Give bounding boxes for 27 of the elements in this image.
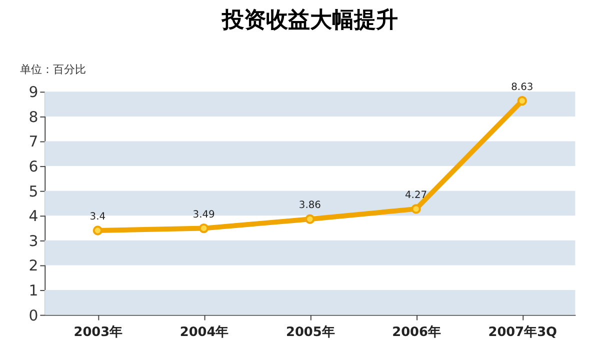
point — [411, 204, 421, 214]
y-tick-label: 9 — [28, 83, 38, 102]
x-tick-label: 2005年 — [286, 325, 335, 340]
x-tick-label: 2004年 — [180, 325, 229, 340]
y-tick-label: 3 — [28, 232, 38, 250]
chart-title: 投资收益大幅提升 — [220, 8, 398, 34]
y-tick-label: 7 — [28, 132, 38, 151]
data-label: 3.4 — [90, 212, 106, 223]
data-label: 3.86 — [298, 200, 321, 212]
point — [92, 226, 103, 236]
x-tick-label: 2006年 — [392, 325, 441, 340]
data-label: 8.63 — [511, 82, 534, 93]
data-label: 3.49 — [192, 209, 215, 220]
y-tick-label: 5 — [28, 182, 38, 200]
y-tick-label: 6 — [28, 158, 38, 176]
y-tick-label: 1 — [28, 281, 38, 300]
x-tick-label: 2007年3Q — [488, 325, 558, 340]
point — [517, 96, 527, 106]
point — [305, 214, 315, 224]
y-tick-label: 8 — [28, 108, 38, 126]
y-axis-title: 单位：百分比 — [20, 62, 86, 76]
point — [198, 223, 209, 234]
x-tick-label: 2003年 — [74, 325, 123, 340]
y-tick-label: 2 — [28, 256, 38, 275]
y-tick-label: 4 — [28, 207, 38, 226]
y-tick-label: 0 — [28, 306, 38, 324]
data-label: 4.27 — [405, 190, 428, 202]
